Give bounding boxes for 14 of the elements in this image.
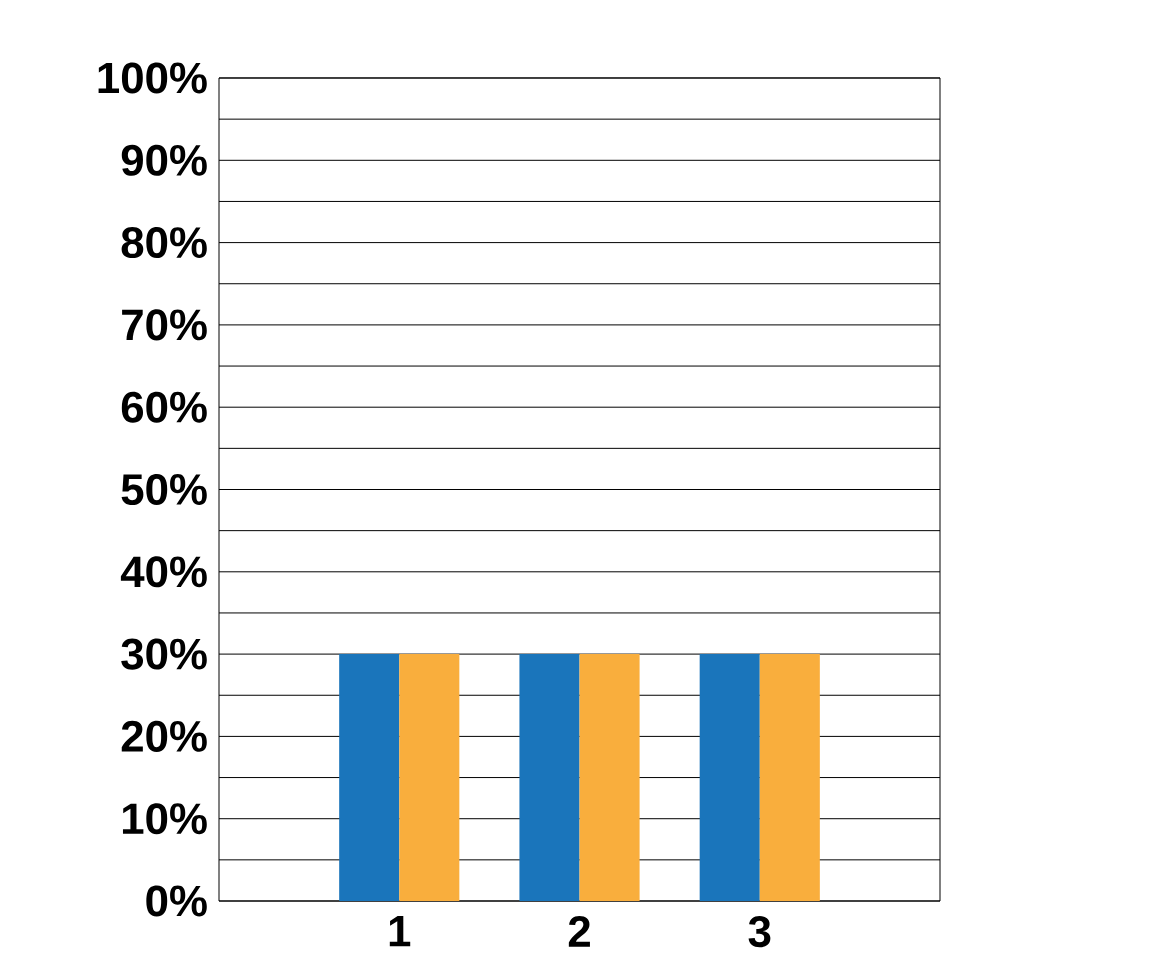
y-tick-label: 10% [122, 803, 207, 835]
x-tick-label: 3 [748, 916, 771, 948]
y-tick-label: 70% [122, 309, 207, 341]
x-tick-label: 2 [568, 916, 590, 947]
y-tick-label: 40% [120, 556, 207, 588]
y-tick-label: 20% [121, 720, 207, 752]
y-tick-label: 0% [146, 885, 207, 917]
y-tick-label: 60% [121, 391, 207, 423]
y-tick-label: 50% [121, 473, 207, 506]
y-tick-label: 90% [121, 144, 207, 176]
x-tick-label: 1 [389, 916, 411, 947]
y-tick-label: 30% [121, 638, 207, 670]
y-tick-label: 100% [98, 62, 207, 94]
y-tick-label: 80% [121, 227, 207, 259]
